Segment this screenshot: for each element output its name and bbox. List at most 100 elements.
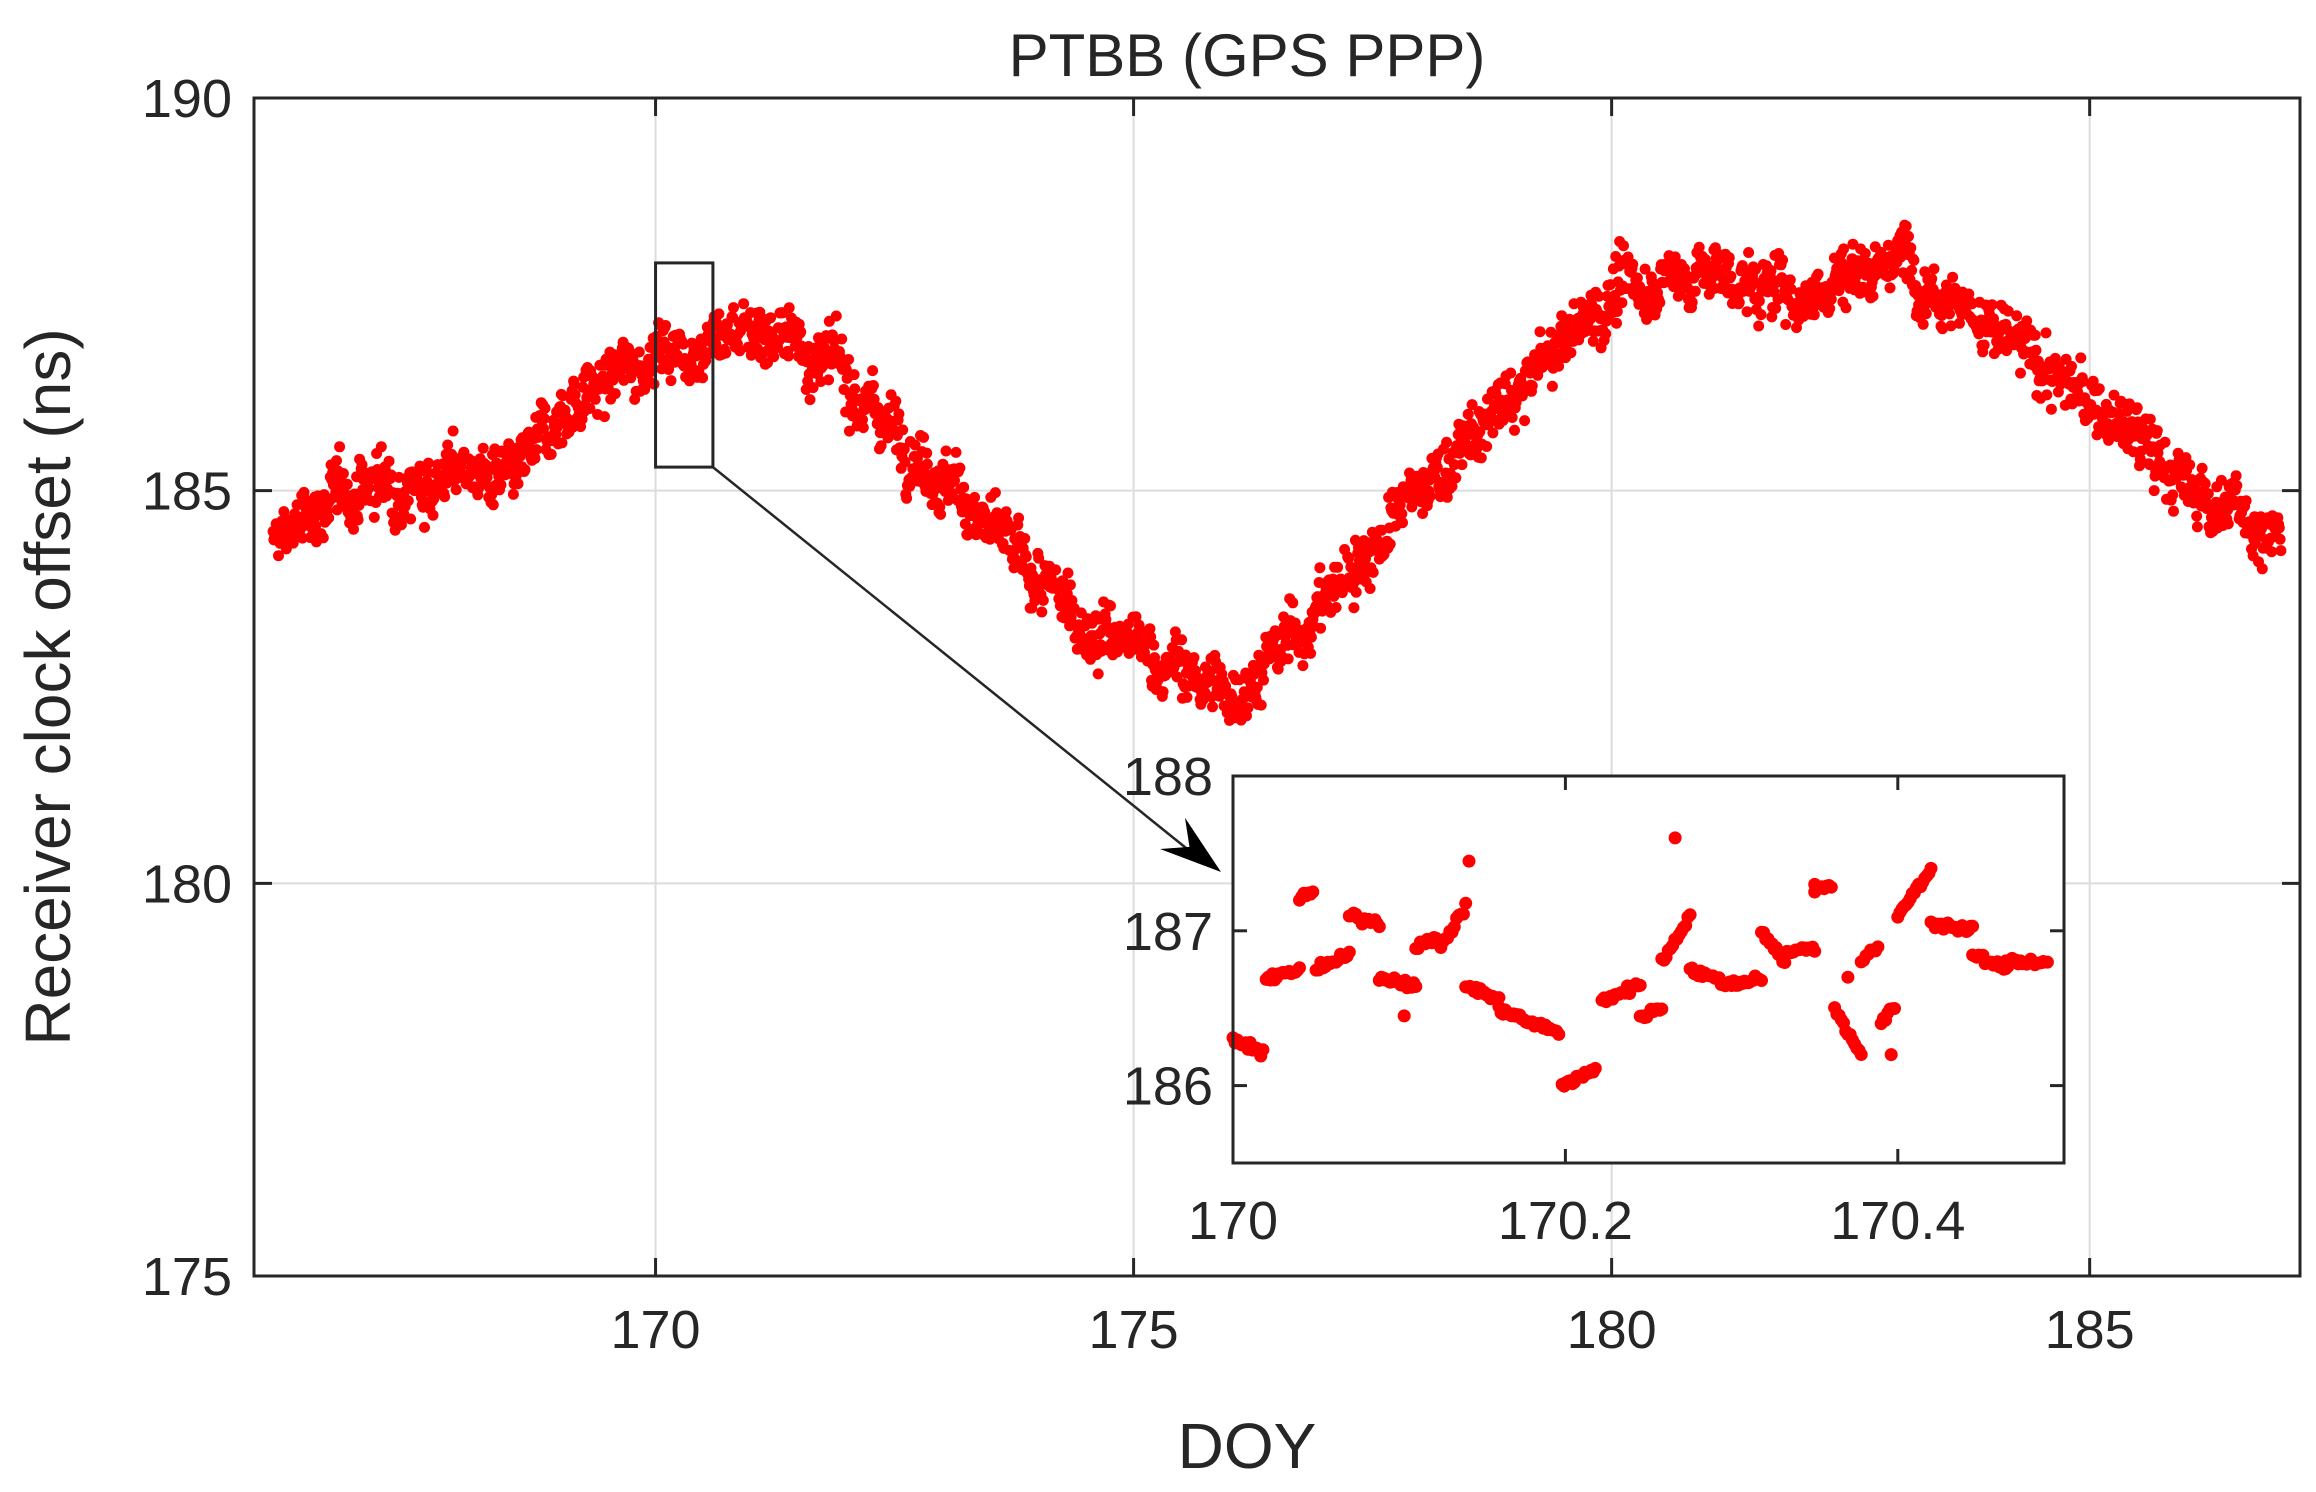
main-data-point <box>1903 230 1914 242</box>
inset-data-point <box>1668 831 1682 845</box>
inset-x-tick-label: 170.4 <box>1830 1191 1965 1251</box>
main-data-point <box>1364 583 1376 594</box>
main-data-point <box>1188 652 1200 664</box>
main-data-point <box>1859 248 1871 259</box>
main-data-point <box>1255 699 1267 711</box>
main-data-point <box>1519 415 1531 427</box>
main-data-point <box>447 425 459 437</box>
main-data-point <box>1092 668 1104 680</box>
inset-data-point <box>1306 885 1320 899</box>
zoom-arrow-head <box>1160 817 1221 872</box>
main-data-point <box>657 354 668 366</box>
main-data-point <box>1616 297 1628 309</box>
main-data-point <box>1926 273 1938 285</box>
main-data-point <box>1777 254 1789 266</box>
main-data-point <box>754 306 766 318</box>
main-data-point <box>1305 647 1317 659</box>
main-data-point <box>1707 271 1719 283</box>
main-data-point <box>697 372 709 384</box>
main-data-point <box>1506 412 1518 423</box>
main-data-point <box>450 484 462 496</box>
main-data-point <box>1314 562 1326 574</box>
main-data-point <box>507 488 519 500</box>
main-data-point <box>287 537 299 549</box>
main-data-point <box>402 495 414 507</box>
main-data-point <box>395 519 407 531</box>
main-data-point <box>1282 653 1294 665</box>
main-data-point <box>1753 295 1765 307</box>
main-data-point <box>1384 538 1396 550</box>
inset-background <box>1233 776 2064 1163</box>
main-data-point <box>2029 329 2041 341</box>
main-data-point <box>1181 691 1193 703</box>
main-data-point <box>2151 425 2163 437</box>
main-data-point <box>1825 293 1837 305</box>
main-data-point <box>1631 272 1643 284</box>
main-data-point <box>1315 622 1327 634</box>
main-data-point <box>2144 413 2156 425</box>
main-data-point <box>1487 427 1499 439</box>
main-data-point <box>1954 317 1965 329</box>
main-data-point <box>1013 512 1025 524</box>
main-data-point <box>1600 328 1612 340</box>
inset-data-point <box>1293 961 1306 975</box>
main-data-point <box>383 455 395 467</box>
main-data-point <box>1593 290 1605 302</box>
main-data-point <box>1937 323 1948 335</box>
main-data-point <box>720 347 732 359</box>
main-data-point <box>817 360 829 372</box>
main-data-point <box>529 452 541 464</box>
main-data-point <box>2077 375 2089 387</box>
main-data-point <box>849 383 861 395</box>
main-data-point <box>1176 634 1188 646</box>
main-data-point <box>1456 459 1468 471</box>
main-data-point <box>1770 302 1782 314</box>
main-data-point <box>334 441 346 453</box>
main-data-point <box>1207 701 1218 713</box>
main-data-point <box>1062 567 1074 579</box>
inset-y-tick-label: 186 <box>1123 1057 1213 1117</box>
inset-data-point <box>1456 907 1470 921</box>
main-data-point <box>1367 566 1379 578</box>
main-data-point <box>1900 220 1912 232</box>
main-data-point <box>1565 347 1577 359</box>
main-data-point <box>1587 335 1599 347</box>
main-data-point <box>2240 495 2252 507</box>
main-data-point <box>954 462 966 474</box>
main-data-point <box>935 508 947 520</box>
main-data-point <box>713 308 725 320</box>
main-data-point <box>2131 402 2143 414</box>
main-data-point <box>1448 459 1460 471</box>
main-x-tick-label: 170 <box>610 1300 700 1360</box>
inset-y-tick-label: 188 <box>1123 747 1213 807</box>
main-data-point <box>1396 508 1408 520</box>
inset-data-point <box>1854 1048 1868 1061</box>
main-data-point <box>2015 367 2026 379</box>
main-data-point <box>893 408 905 420</box>
inset-x-tick-label: 170.2 <box>1498 1191 1633 1251</box>
main-data-point <box>1689 285 1701 297</box>
main-data-point <box>495 479 507 491</box>
main-data-point <box>1441 436 1453 448</box>
main-data-point <box>599 411 610 423</box>
main-y-tick-label: 185 <box>142 462 232 522</box>
main-data-point <box>899 456 911 468</box>
main-data-point <box>1611 317 1622 329</box>
main-data-point <box>427 509 439 521</box>
main-data-point <box>1884 282 1896 294</box>
main-data-point <box>1699 254 1711 265</box>
inset-data-point <box>1755 974 1768 987</box>
main-data-point <box>2191 510 2203 522</box>
main-data-point <box>1350 586 1362 598</box>
main-data-point <box>1753 320 1765 332</box>
main-data-point <box>1743 247 1755 258</box>
main-data-point <box>1840 302 1852 314</box>
main-data-point <box>1733 297 1745 308</box>
main-data-point <box>363 482 375 494</box>
main-data-point <box>2215 474 2227 486</box>
zoom-arrow-line <box>712 466 1192 853</box>
inset-data-point <box>1459 896 1473 910</box>
main-data-point <box>1148 639 1160 651</box>
